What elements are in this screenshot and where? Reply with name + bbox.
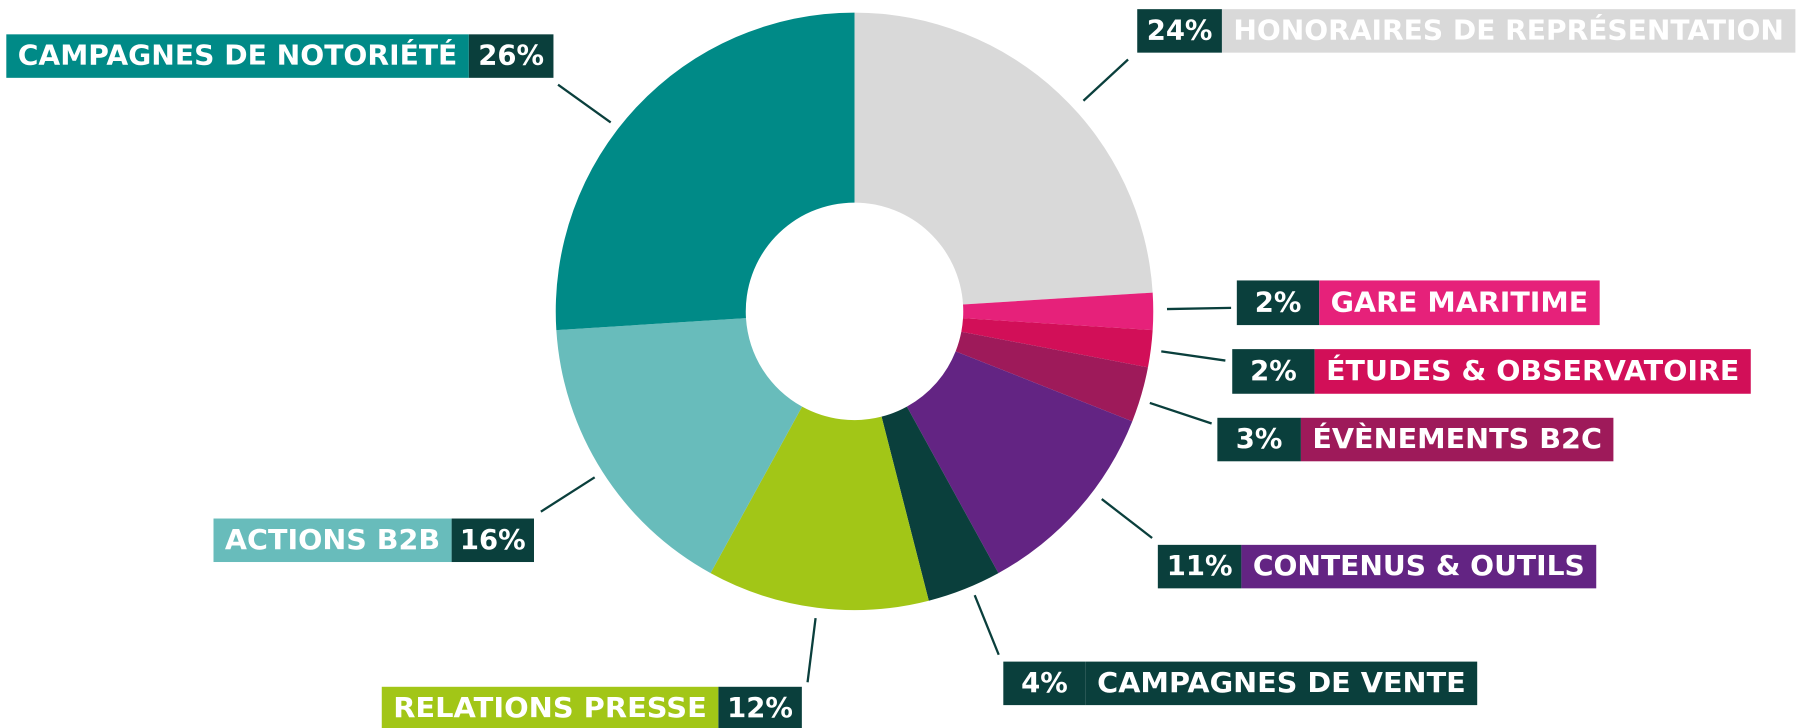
- name-box: [381, 686, 719, 728]
- percent-box: [1217, 417, 1301, 462]
- name-box: [1085, 661, 1478, 706]
- slice: [955, 331, 1148, 422]
- category-label: ACTIONS B2B: [225, 525, 440, 556]
- category-label: ÉVÈNEMENTS B2C: [1312, 421, 1602, 455]
- category-label: CAMPAGNES DE VENTE: [1097, 668, 1466, 699]
- percent-label: 12%: [727, 693, 793, 724]
- percent-box: [1157, 544, 1242, 589]
- name-box: [1241, 544, 1597, 589]
- name-box: [1314, 349, 1751, 394]
- percent-label: 2%: [1255, 287, 1302, 318]
- percent-box: [1003, 661, 1086, 706]
- percent-label: 4%: [1021, 668, 1068, 699]
- name-box: [1221, 9, 1796, 53]
- slice: [961, 318, 1153, 368]
- percent-box: [1236, 280, 1320, 326]
- slice: [555, 12, 855, 331]
- percent-label: 24%: [1147, 15, 1213, 46]
- slice: [881, 406, 999, 601]
- slice: [710, 406, 929, 611]
- percent-label: 16%: [460, 525, 526, 556]
- percent-box: [468, 34, 554, 78]
- leader-line: [973, 594, 1000, 656]
- category-label: ÉTUDES & OBSERVATOIRE: [1326, 353, 1739, 387]
- slice: [963, 292, 1154, 331]
- slice: [556, 318, 803, 574]
- slice: [906, 351, 1133, 574]
- name-box: [1300, 417, 1614, 462]
- leader-line: [806, 617, 817, 683]
- percent-label: 2%: [1250, 356, 1297, 387]
- leader-line: [1166, 306, 1232, 311]
- category-label: GARE MARITIME: [1331, 287, 1589, 318]
- category-label: CONTENUS & OUTILS: [1253, 551, 1585, 582]
- category-label: RELATIONS PRESSE: [393, 693, 707, 724]
- percent-label: 26%: [478, 41, 544, 72]
- leader-line: [1082, 58, 1129, 102]
- leader-line: [557, 83, 612, 124]
- category-label: HONORAIRES DE REPRÉSENTATION: [1233, 12, 1784, 46]
- leader-line: [540, 476, 596, 513]
- leader-line: [1149, 401, 1212, 425]
- name-box: [213, 518, 452, 563]
- leader-line: [1161, 350, 1226, 362]
- slice: [854, 12, 1153, 305]
- percent-label: 3%: [1236, 424, 1283, 455]
- percent-box: [1232, 349, 1315, 394]
- percent-box: [718, 686, 802, 728]
- percent-box: [1137, 9, 1222, 53]
- percent-label: 11%: [1167, 551, 1233, 582]
- category-label: CAMPAGNES DE NOTORIÉTÉ: [18, 38, 458, 72]
- leader-line: [1101, 498, 1153, 539]
- name-box: [6, 34, 469, 78]
- percent-box: [451, 518, 534, 563]
- name-box: [1319, 280, 1600, 326]
